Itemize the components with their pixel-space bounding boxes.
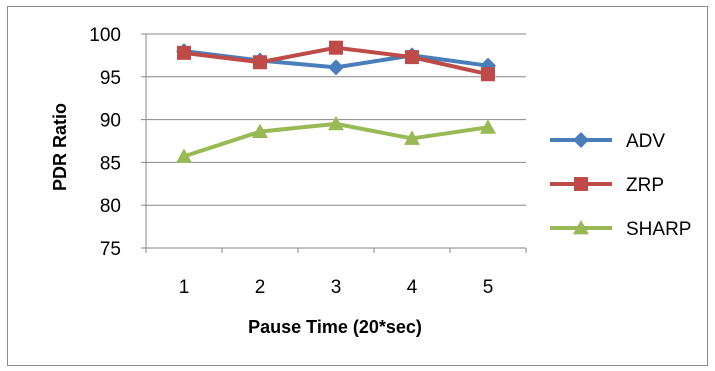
legend-label-sharp: SHARP: [626, 219, 691, 240]
legend-item-zrp: ZRP: [550, 175, 664, 196]
x-tick-label: 1: [179, 277, 190, 298]
x-tick-label: 3: [331, 277, 342, 298]
data-point-zrp: [481, 67, 495, 82]
legend-label-adv: ADV: [626, 131, 665, 152]
y-tick-label: 85: [100, 153, 121, 174]
y-tick-label: 80: [100, 196, 121, 217]
legend: ADV ZRP SHARP: [550, 131, 691, 240]
x-tick-label: 4: [407, 277, 418, 298]
legend-marker-zrp: [574, 177, 588, 191]
data-point-sharp: [176, 148, 192, 163]
legend-marker-sharp: [573, 220, 589, 235]
series-sharp: [176, 115, 496, 163]
x-tick-label: 5: [483, 277, 494, 298]
data-point-sharp: [328, 115, 344, 131]
data-point-adv: [328, 59, 344, 76]
y-tick-labels: 75 80 85 90 95 100: [89, 25, 121, 260]
data-point-zrp: [405, 50, 419, 65]
legend-item-adv: ADV: [550, 131, 665, 152]
axes: [141, 33, 527, 253]
series-zrp: [177, 40, 495, 82]
data-point-sharp: [480, 119, 496, 134]
x-tick-labels: 1 2 3 4 5: [179, 277, 494, 298]
y-tick-label: 95: [100, 68, 121, 89]
x-tick-label: 2: [255, 277, 266, 298]
y-axis-title: PDR Ratio: [50, 103, 70, 191]
data-point-zrp: [329, 40, 343, 55]
data-point-zrp: [253, 55, 267, 70]
grid-lines: [146, 33, 526, 206]
data-point-sharp: [252, 123, 268, 138]
series: [176, 40, 496, 163]
y-tick-label: 90: [100, 111, 121, 132]
y-tick-label: 75: [100, 239, 121, 260]
data-point-sharp: [404, 130, 420, 145]
y-tick-label: 100: [89, 25, 121, 46]
legend-item-sharp: SHARP: [550, 219, 691, 240]
x-axis-title: Pause Time (20*sec): [248, 317, 422, 337]
legend-marker-adv: [573, 132, 589, 148]
data-point-zrp: [177, 45, 191, 60]
legend-label-zrp: ZRP: [626, 175, 664, 196]
